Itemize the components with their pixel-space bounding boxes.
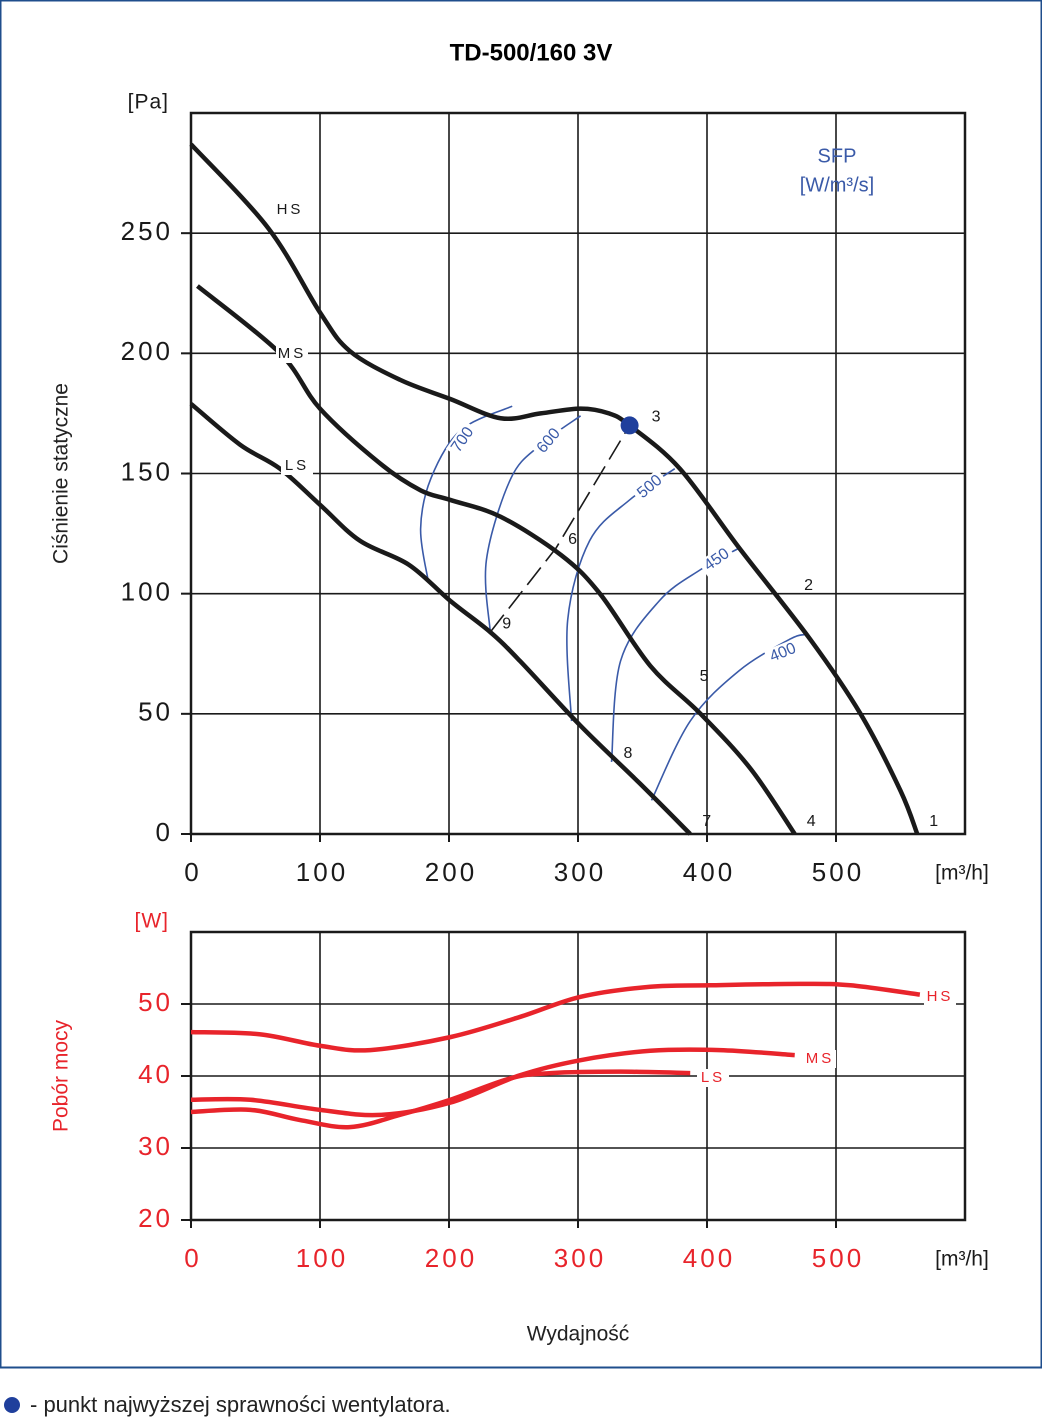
series-label: MS (806, 1050, 835, 1067)
series-line (189, 142, 920, 835)
series-line (196, 284, 797, 836)
x-tick-label: 300 (554, 1243, 606, 1273)
series-line (190, 1069, 691, 1130)
series-label-bg (924, 988, 956, 1006)
plot-frame (189, 111, 967, 836)
sfp-line (419, 405, 513, 582)
point-label: 2 (804, 577, 813, 594)
series-label-bg (804, 1050, 836, 1068)
sfp-line (610, 547, 740, 762)
point-label: 6 (568, 531, 577, 548)
point-label: 3 (652, 409, 661, 426)
sfp-label-bg (697, 542, 737, 578)
sfp-label-bg (445, 420, 481, 460)
series-label-bg (281, 457, 313, 475)
y-axis-label: Pobór mocy (50, 1019, 73, 1132)
x-tick-label: 400 (683, 1243, 735, 1273)
point-label: 4 (807, 813, 816, 830)
frame (0, 0, 1042, 1369)
point-label: 7 (702, 813, 711, 830)
x-tick-label: 200 (425, 1243, 477, 1273)
footer-note: - punkt najwyższej sprawności wentylator… (30, 1392, 451, 1417)
x-tick-label: 400 (683, 857, 735, 887)
sfp-line (566, 468, 676, 722)
point-label: 5 (700, 668, 709, 685)
y-tick-label: 50 (138, 697, 173, 727)
series-line (190, 981, 921, 1053)
series-label: HS (277, 201, 304, 218)
y-unit: [W] (135, 910, 170, 933)
sfp-label-bg (531, 422, 567, 460)
y-tick-label: 100 (121, 577, 173, 607)
footer-marker (4, 1397, 20, 1413)
sfp-unit: [W/m³/s] (800, 174, 874, 196)
x-tick-label: 300 (554, 857, 606, 887)
point-label: 9 (502, 615, 511, 632)
x-axis-label: Wydajność (527, 1323, 630, 1346)
x-tick-label: 0 (184, 1243, 201, 1273)
y-tick-label: 30 (138, 1131, 173, 1161)
y-tick-label: 20 (138, 1203, 173, 1233)
y-tick-label: 40 (138, 1059, 173, 1089)
plot-frame (189, 930, 967, 1222)
series-label: LS (285, 457, 309, 474)
point-label: 8 (624, 745, 633, 762)
sfp-label-bg (763, 638, 803, 668)
x-tick-label: 100 (296, 857, 348, 887)
x-unit: [m³/h] (935, 1248, 989, 1271)
x-tick-label: 100 (296, 1243, 348, 1273)
y-tick-label: 0 (156, 817, 173, 847)
best-efficiency-point (620, 416, 639, 435)
series-label-bg (697, 1069, 729, 1087)
x-tick-label: 200 (425, 857, 477, 887)
series-label: HS (927, 988, 954, 1005)
y-axis-label: Ciśnienie statyczne (50, 383, 73, 564)
series-label: LS (701, 1069, 725, 1086)
x-tick-label: 0 (184, 857, 201, 887)
point-label: 1 (929, 813, 938, 830)
sfp-line (650, 633, 806, 801)
y-unit: [Pa] (128, 91, 169, 114)
sfp-title: SFP (818, 145, 857, 167)
series-label-bg (276, 345, 308, 363)
series-line (189, 402, 692, 836)
series-label-bg (274, 201, 306, 219)
x-tick-label: 500 (812, 857, 864, 887)
sfp-label-bg (631, 469, 669, 505)
series-label: MS (278, 345, 307, 362)
x-unit: [m³/h] (935, 862, 989, 885)
y-tick-label: 250 (121, 216, 173, 246)
chart-title: TD-500/160 3V (450, 39, 613, 66)
x-tick-label: 500 (812, 1243, 864, 1273)
y-tick-label: 50 (138, 987, 173, 1017)
y-tick-label: 200 (121, 336, 173, 366)
efficiency-line (489, 425, 631, 633)
y-tick-label: 150 (121, 456, 173, 486)
